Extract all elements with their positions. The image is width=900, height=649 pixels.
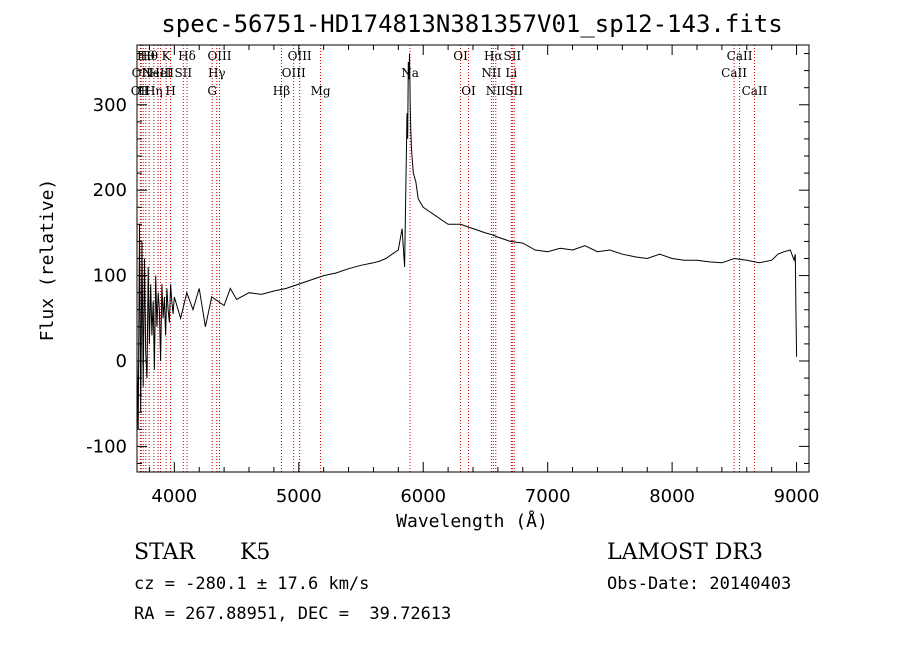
x-tick-label: 5000 [276, 486, 322, 507]
redshift-velocity: cz = -280.1 ± 17.6 km/s [134, 574, 370, 594]
chart-title: spec-56751-HD174813N381357V01_sp12-143.f… [161, 10, 782, 38]
line-marker-label: NeIII [142, 66, 174, 80]
line-marker-label: Mg [311, 84, 331, 98]
coordinates: RA = 267.88951, DEC = 39.72613 [134, 604, 452, 624]
y-tick-label: 100 [93, 266, 127, 287]
line-marker-label: CaII [721, 66, 747, 80]
object-subclass: K5 [240, 540, 271, 565]
line-marker-label: OII [131, 84, 151, 98]
x-tick-label: 6000 [400, 486, 446, 507]
x-tick-label: 4000 [151, 486, 197, 507]
spectrum-line [136, 53, 798, 430]
y-tick-label: 0 [116, 351, 127, 372]
y-axis: -100 0 100 200 300 [86, 53, 809, 464]
line-marker-label: NII [481, 66, 501, 80]
line-marker-label: OI [453, 49, 468, 63]
y-tick-label: -100 [86, 436, 127, 457]
line-markers [139, 45, 755, 472]
x-axis-label: Wavelength (Å) [396, 510, 548, 532]
y-axis-label: Flux (relative) [37, 179, 58, 342]
line-marker-label: OII [132, 66, 152, 80]
line-marker-label: G [207, 84, 217, 98]
line-marker-label: Hβ [273, 84, 290, 98]
line-marker-label: H [165, 84, 175, 98]
line-marker-label: HeI [149, 66, 172, 80]
line-marker-label: SII [505, 84, 523, 98]
line-marker-label: SII [503, 49, 521, 63]
plot-frame [136, 44, 810, 473]
line-marker-label: OIII [282, 66, 306, 80]
x-axis: 4000 5000 6000 7000 8000 9000 [148, 45, 820, 507]
object-class: STAR [134, 540, 195, 565]
survey-name: LAMOST DR3 [607, 540, 763, 565]
line-marker-label: OI [461, 84, 476, 98]
line-marker-label: Hδ [178, 49, 196, 63]
line-marker-label: Hη [145, 84, 163, 98]
line-marker-label: NII [486, 84, 506, 98]
line-marker-label: OIII [207, 49, 231, 63]
line-marker-label: Hγ [208, 66, 226, 80]
x-tick-label: 7000 [525, 486, 571, 507]
x-tick-label: 9000 [774, 486, 820, 507]
line-marker-label: H [138, 84, 148, 98]
line-marker-label: CaII [727, 49, 753, 63]
line-marker-labels: OIIOIIHHθHθHηNeIIIHeIKHSIIHδGHγOIIIHβOII… [131, 49, 768, 98]
line-marker-label: K [162, 49, 172, 63]
line-marker-label: Hθ [140, 49, 158, 63]
line-marker-label: OIII [288, 49, 312, 63]
y-tick-label: 200 [93, 180, 127, 201]
line-marker-label: CaII [742, 84, 768, 98]
observation-date: Obs-Date: 20140403 [607, 574, 792, 594]
y-tick-label: 300 [93, 95, 127, 116]
line-marker-label: Hα [484, 49, 503, 63]
line-marker-label: SII [174, 66, 192, 80]
line-marker-label: Li [505, 66, 517, 80]
line-marker-label: Hθ [137, 49, 155, 63]
x-tick-label: 8000 [649, 486, 695, 507]
